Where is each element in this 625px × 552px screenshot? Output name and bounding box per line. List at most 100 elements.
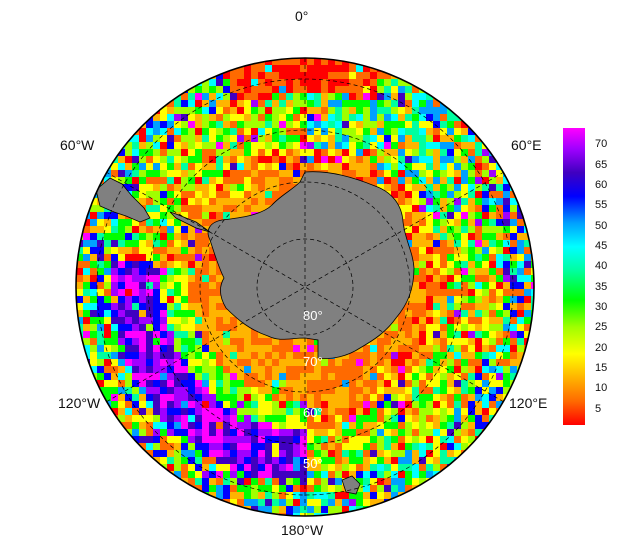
field-cell <box>461 170 469 178</box>
field-cell <box>244 331 252 339</box>
field-cell <box>356 485 364 493</box>
field-cell <box>237 142 245 150</box>
field-cell <box>321 163 329 171</box>
field-cell <box>349 387 357 395</box>
field-cell <box>125 184 133 192</box>
field-cell <box>468 233 476 241</box>
field-cell <box>300 415 308 423</box>
field-cell <box>356 464 364 472</box>
field-cell <box>111 387 119 395</box>
field-cell <box>496 373 504 381</box>
field-cell <box>90 310 98 318</box>
field-cell <box>307 114 315 122</box>
field-cell <box>174 415 182 423</box>
field-cell <box>146 170 154 178</box>
field-cell <box>314 429 322 437</box>
field-cell <box>398 79 406 87</box>
field-cell <box>377 121 385 129</box>
field-cell <box>510 359 518 367</box>
field-cell <box>195 135 203 143</box>
field-cell <box>251 135 259 143</box>
field-cell <box>482 247 490 255</box>
field-cell <box>272 401 280 409</box>
field-cell <box>307 408 315 416</box>
field-cell <box>489 191 497 199</box>
field-cell <box>83 261 91 269</box>
field-cell <box>230 100 238 108</box>
field-cell <box>167 373 175 381</box>
field-cell <box>230 464 238 472</box>
field-cell <box>132 352 140 360</box>
field-cell <box>223 212 231 220</box>
field-cell <box>328 492 336 500</box>
field-cell <box>405 415 413 423</box>
field-cell <box>202 184 210 192</box>
field-cell <box>195 163 203 171</box>
field-cell <box>146 240 154 248</box>
field-cell <box>489 380 497 388</box>
field-cell <box>202 254 210 262</box>
field-cell <box>181 415 189 423</box>
field-cell <box>195 380 203 388</box>
field-cell <box>356 149 364 157</box>
field-cell <box>146 121 154 129</box>
field-cell <box>419 184 427 192</box>
field-cell <box>237 429 245 437</box>
field-cell <box>454 191 462 199</box>
field-cell <box>426 303 434 311</box>
field-cell <box>370 436 378 444</box>
field-cell <box>153 317 161 325</box>
field-cell <box>398 310 406 318</box>
field-cell <box>454 240 462 248</box>
lat-label-80: 80° <box>303 308 323 323</box>
field-cell <box>181 240 189 248</box>
field-cell <box>461 156 469 164</box>
field-cell <box>426 352 434 360</box>
field-cell <box>510 331 518 339</box>
field-cell <box>286 436 294 444</box>
field-cell <box>531 268 534 276</box>
field-cell <box>195 331 203 339</box>
field-cell <box>195 170 203 178</box>
field-cell <box>349 170 357 178</box>
field-cell <box>405 310 413 318</box>
field-cell <box>503 240 511 248</box>
field-cell <box>307 464 315 472</box>
field-cell <box>426 317 434 325</box>
field-cell <box>153 198 161 206</box>
field-cell <box>461 422 469 430</box>
field-cell <box>174 464 182 472</box>
field-cell <box>125 324 133 332</box>
field-cell <box>258 205 266 213</box>
field-cell <box>230 198 238 206</box>
field-cell <box>524 247 532 255</box>
field-cell <box>468 177 476 185</box>
field-cell <box>398 198 406 206</box>
field-cell <box>314 128 322 136</box>
field-cell <box>160 401 168 409</box>
field-cell <box>244 170 252 178</box>
field-cell <box>272 506 280 514</box>
field-cell <box>300 135 308 143</box>
field-cell <box>349 128 357 136</box>
field-cell <box>174 170 182 178</box>
field-cell <box>181 128 189 136</box>
field-cell <box>419 142 427 150</box>
field-cell <box>398 331 406 339</box>
field-cell <box>482 184 490 192</box>
field-cell <box>510 212 518 220</box>
field-cell <box>412 247 420 255</box>
field-cell <box>216 184 224 192</box>
field-cell <box>132 240 140 248</box>
field-cell <box>167 149 175 157</box>
field-cell <box>321 492 329 500</box>
field-cell <box>440 282 448 290</box>
field-cell <box>153 142 161 150</box>
field-cell <box>489 163 497 171</box>
field-cell <box>307 485 315 493</box>
field-cell <box>377 492 385 500</box>
field-cell <box>356 170 364 178</box>
field-cell <box>405 443 413 451</box>
field-cell <box>482 254 490 262</box>
field-cell <box>174 114 182 122</box>
